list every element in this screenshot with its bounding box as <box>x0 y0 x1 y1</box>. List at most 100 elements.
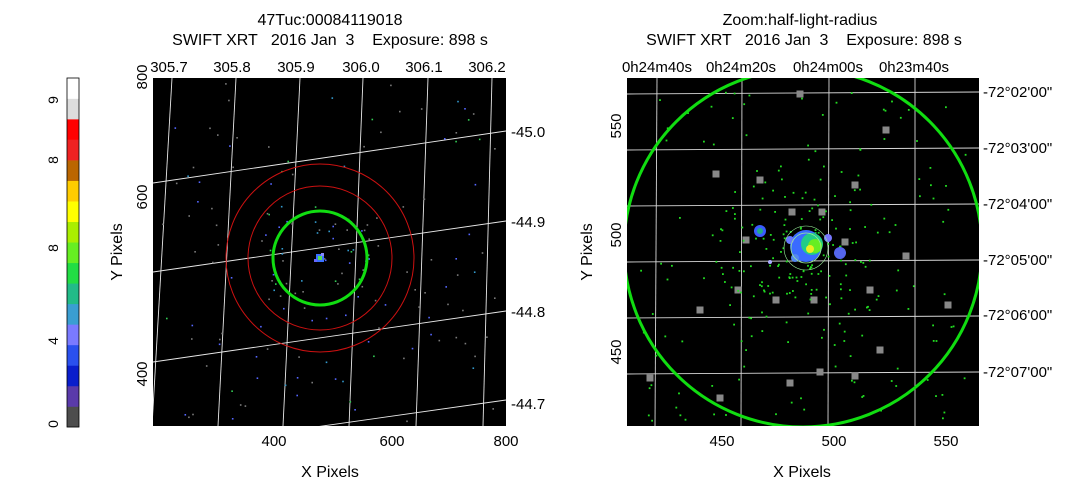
photon-event <box>357 296 359 298</box>
photon-event <box>802 270 805 272</box>
photon-event <box>839 245 842 248</box>
photon-event <box>729 304 731 306</box>
photon-event <box>403 357 405 360</box>
photon-event <box>301 280 303 282</box>
photon-event <box>655 354 658 357</box>
photon-event <box>374 299 377 302</box>
photon-event <box>285 282 288 285</box>
photon-event <box>287 160 289 163</box>
photon-event <box>217 134 219 136</box>
photon-event <box>945 106 947 109</box>
photon-event <box>456 274 459 276</box>
photon-event <box>334 223 337 225</box>
photon-event <box>373 355 375 358</box>
photon-event <box>907 109 910 111</box>
photon-event <box>362 269 364 271</box>
right-top-tick-label: 0h24m20s <box>706 59 776 76</box>
photon-event <box>800 276 803 278</box>
photon-event <box>361 230 363 232</box>
photon-event <box>291 173 294 176</box>
right-grid-line <box>654 78 658 426</box>
photon-event <box>740 291 742 294</box>
colorbar <box>66 77 80 428</box>
binned-event <box>786 379 794 387</box>
photon-event <box>282 260 284 262</box>
photon-event <box>794 296 797 299</box>
colorbar-swatch <box>67 201 79 223</box>
photon-event <box>877 295 880 297</box>
photon-event <box>950 326 953 328</box>
left-grid-line <box>153 130 506 184</box>
photon-event <box>743 103 746 106</box>
colorbar-swatch <box>67 160 79 181</box>
photon-event <box>805 283 807 286</box>
right-x-axis-label: X Pixels <box>773 464 831 481</box>
right-x-tick-label: 500 <box>821 433 846 450</box>
photon-event <box>814 232 817 234</box>
photon-event <box>945 185 947 187</box>
photon-event <box>269 249 272 252</box>
right-right-tick-label: -72°06'00" <box>983 307 1052 324</box>
photon-event <box>748 316 751 319</box>
photon-event <box>780 251 782 253</box>
photon-event <box>334 280 337 282</box>
photon-event <box>494 297 496 299</box>
photon-event <box>467 119 470 121</box>
photon-event <box>732 266 734 269</box>
photon-event <box>772 257 774 260</box>
photon-event <box>750 265 752 268</box>
photon-event <box>338 248 340 250</box>
photon-event <box>783 224 786 226</box>
photon-event <box>801 197 804 200</box>
right-right-tick-label: -72°03'00" <box>983 140 1052 157</box>
photon-event <box>192 166 195 169</box>
photon-event <box>270 183 272 185</box>
photon-event <box>215 224 218 227</box>
photon-event <box>350 251 353 253</box>
photon-event <box>783 237 786 240</box>
binned-event <box>841 238 849 246</box>
photon-event <box>810 272 813 275</box>
binned-event <box>851 181 859 189</box>
photon-event <box>265 234 267 236</box>
photon-event <box>256 377 259 379</box>
photon-event <box>775 413 777 416</box>
photon-event <box>772 238 775 241</box>
photon-event <box>194 251 196 253</box>
photon-event <box>926 379 929 381</box>
photon-event <box>759 284 761 286</box>
colorbar-tick-label: 0 <box>45 420 61 428</box>
photon-event <box>861 396 864 398</box>
photon-event <box>785 230 788 233</box>
photon-event <box>711 234 714 237</box>
photon-event <box>857 174 860 177</box>
photon-event <box>474 355 476 358</box>
photon-event <box>423 198 426 200</box>
left-y-tick-label: 800 <box>134 64 151 89</box>
photon-event <box>932 197 935 200</box>
binned-event <box>944 301 952 309</box>
photon-event <box>719 240 722 242</box>
photon-event <box>665 139 668 142</box>
photon-event <box>772 189 774 192</box>
left-top-tick-label: 306.1 <box>405 59 443 76</box>
photon-event <box>829 303 831 306</box>
colorbar-swatch <box>67 283 79 305</box>
photon-event <box>838 322 841 325</box>
photon-event <box>761 281 763 284</box>
left-grid-line <box>217 78 237 426</box>
photon-event <box>378 327 380 329</box>
photon-event <box>882 108 885 111</box>
left-top-tick-label: 305.9 <box>277 59 315 76</box>
photon-event <box>457 100 459 103</box>
photon-event <box>738 270 741 272</box>
photon-event <box>825 210 827 213</box>
photon-event <box>853 189 856 192</box>
photon-event <box>424 292 426 294</box>
photon-event <box>845 274 848 277</box>
photon-event <box>271 280 273 282</box>
photon-event <box>217 244 220 246</box>
photon-event <box>820 270 822 273</box>
photon-event <box>819 178 822 181</box>
photon-event <box>244 405 247 407</box>
